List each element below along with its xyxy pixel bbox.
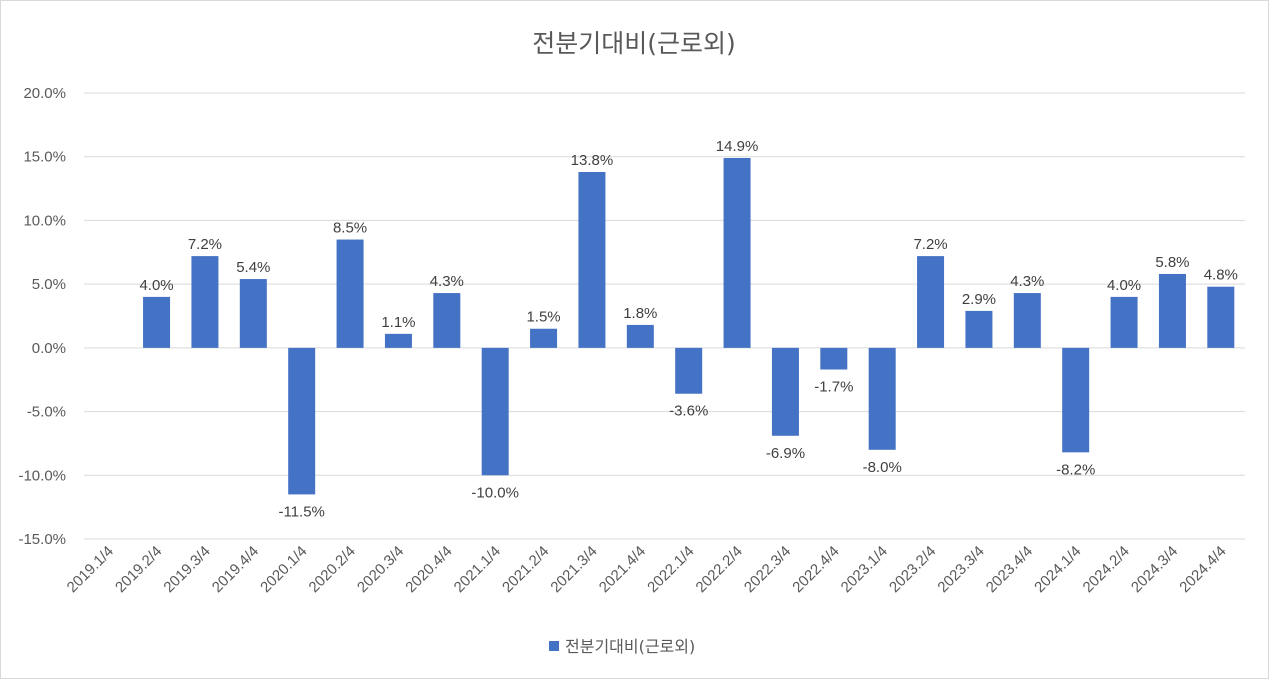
bar: [675, 347, 703, 394]
bar: [481, 347, 509, 476]
x-tick-label: 2024.1/4: [1031, 543, 1084, 596]
data-label: 7.2%: [913, 236, 947, 253]
x-tick-label: 2022.2/4: [693, 543, 746, 596]
data-label: 5.4%: [236, 259, 270, 276]
data-label: -10.0%: [471, 484, 519, 501]
data-label: 2.9%: [962, 291, 996, 308]
bar: [820, 347, 848, 370]
x-tick-label: 2020.4/4: [402, 543, 455, 596]
bar: [1062, 347, 1090, 453]
data-label: 4.0%: [139, 277, 173, 294]
x-tick-label: 2024.3/4: [1128, 543, 1181, 596]
bar: [917, 256, 945, 348]
bar: [1013, 293, 1041, 348]
x-tick-label: 2022.1/4: [644, 543, 697, 596]
gridlines: [84, 92, 1245, 540]
bar: [578, 172, 606, 348]
data-label: -1.7%: [814, 379, 853, 396]
data-label: 4.3%: [1010, 273, 1044, 290]
x-tick-label: 2019.3/4: [160, 543, 213, 596]
y-tick-label: 15.0%: [23, 149, 66, 166]
data-label: 8.5%: [333, 220, 367, 237]
data-label: -6.9%: [766, 445, 805, 462]
x-tick-label: 2022.3/4: [741, 543, 794, 596]
x-tick-label: 2019.2/4: [112, 543, 165, 596]
x-tick-label: 2020.3/4: [354, 543, 407, 596]
x-tick-label: 2023.2/4: [886, 543, 939, 596]
y-tick-label: -5.0%: [27, 404, 66, 421]
data-label: -3.6%: [669, 403, 708, 420]
x-tick-label: 2021.2/4: [499, 543, 552, 596]
x-tick-label: 2022.4/4: [789, 543, 842, 596]
x-tick-label: 2023.4/4: [983, 543, 1036, 596]
y-tick-label: 20.0%: [23, 85, 66, 102]
x-tick-label: 2019.1/4: [64, 543, 117, 596]
bar: [288, 347, 316, 495]
x-tick-label: 2019.4/4: [209, 543, 262, 596]
bar: [336, 239, 364, 348]
x-tick-label: 2020.1/4: [257, 543, 310, 596]
legend-label: 전분기대비(근로외): [565, 637, 695, 656]
x-tick-label: 2021.4/4: [596, 543, 649, 596]
y-tick-label: -15.0%: [18, 531, 66, 548]
x-tick-label: 2024.2/4: [1080, 543, 1133, 596]
bar: [626, 324, 654, 348]
data-label: 1.5%: [526, 309, 560, 326]
y-tick-label: 0.0%: [32, 340, 66, 357]
data-label: 13.8%: [571, 152, 614, 169]
data-label: -8.2%: [1056, 461, 1095, 478]
data-label: 4.0%: [1107, 277, 1141, 294]
bar: [143, 296, 171, 348]
bar: [771, 347, 799, 436]
x-tick-label: 2023.1/4: [838, 543, 891, 596]
data-label: -8.0%: [863, 459, 902, 476]
bar: [965, 310, 993, 348]
legend-swatch: [549, 641, 559, 651]
bar: [191, 256, 219, 348]
data-labels: 4.0% 7.2% 5.4% -11.5% 8.5% 1.1% 4.3% -10.0% 1.5%…: [139, 138, 1237, 520]
data-label: 14.9%: [716, 138, 759, 155]
bar: [1110, 296, 1138, 348]
bar: [1207, 286, 1235, 348]
bar: [530, 328, 558, 348]
data-label: 5.8%: [1155, 254, 1189, 271]
data-label: -11.5%: [278, 503, 324, 520]
legend: 전분기대비(근로외): [549, 637, 695, 656]
x-tick-label: 2021.1/4: [451, 543, 504, 596]
data-label: 1.1%: [381, 314, 415, 331]
y-axis-ticks: 20.0% 15.0% 10.0% 5.0% 0.0% -5.0% -10.0% -15.0%: [18, 85, 66, 548]
data-label: 4.3%: [430, 273, 464, 290]
x-tick-label: 2021.3/4: [547, 543, 600, 596]
data-label: 4.8%: [1204, 267, 1238, 284]
bar: [433, 293, 461, 348]
x-tick-label: 2024.4/4: [1176, 543, 1229, 596]
bar: [723, 157, 751, 348]
x-tick-label: 2023.3/4: [934, 543, 987, 596]
bar: [239, 279, 267, 348]
y-tick-label: 10.0%: [23, 212, 66, 229]
bar: [868, 347, 896, 450]
y-tick-label: -10.0%: [18, 467, 66, 484]
bar: [1158, 273, 1186, 348]
bars: [143, 157, 1235, 495]
x-axis-ticks: 2019.1/42019.2/42019.3/42019.4/42020.1/4…: [64, 543, 1230, 596]
data-label: 7.2%: [188, 236, 222, 253]
x-tick-label: 2020.2/4: [306, 543, 359, 596]
y-tick-label: 5.0%: [32, 276, 66, 293]
data-label: 1.8%: [623, 305, 657, 322]
bar: [384, 333, 412, 348]
chart-title: 전분기대비(근로외): [532, 29, 736, 58]
